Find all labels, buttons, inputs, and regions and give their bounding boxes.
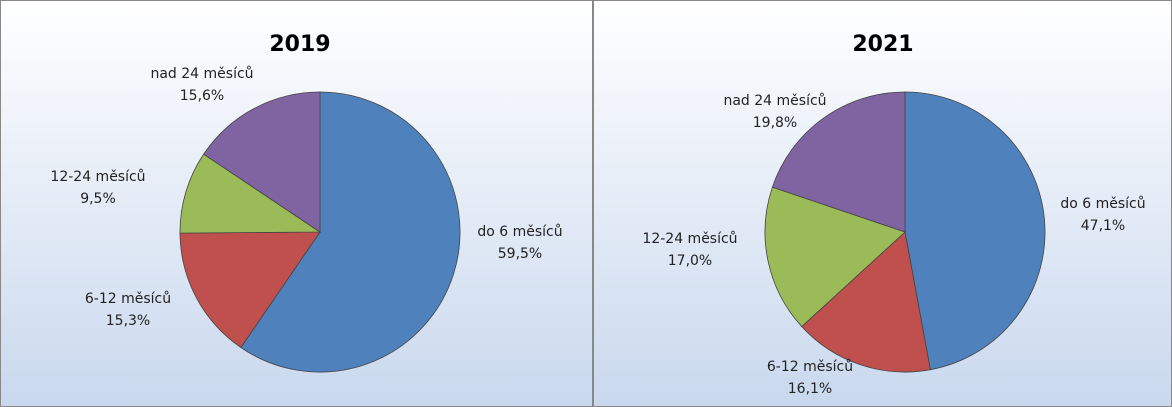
pie-slice xyxy=(179,231,321,349)
slice-label: nad 24 měsíců xyxy=(723,93,826,109)
pie-slice xyxy=(904,91,1046,371)
slice-value-label: 9,5% xyxy=(80,191,116,207)
pie-slice xyxy=(203,91,321,233)
slice-value-label: 19,8% xyxy=(753,115,797,131)
slice-label: nad 24 měsíců xyxy=(150,66,253,82)
pie-slice xyxy=(771,91,906,233)
slice-value-label: 47,1% xyxy=(1081,218,1125,234)
slice-value-label: 17,0% xyxy=(668,253,712,269)
slice-label: 12-24 měsíců xyxy=(50,169,145,185)
slice-value-label: 59,5% xyxy=(498,246,542,262)
pie-slice xyxy=(179,153,322,234)
slice-label: do 6 měsíců xyxy=(1060,196,1145,212)
pie-slice xyxy=(764,186,906,328)
slice-label: do 6 měsíců xyxy=(477,224,562,240)
slice-value-label: 15,3% xyxy=(106,313,150,329)
slice-value-label: 16,1% xyxy=(788,381,832,397)
chart-title: 2019 xyxy=(269,32,330,57)
slice-value-label: 15,6% xyxy=(180,88,224,104)
slice-label: 12-24 měsíců xyxy=(642,231,737,247)
pie-slice xyxy=(801,231,931,373)
slice-label: 6-12 měsíců xyxy=(85,291,171,307)
pie-slice xyxy=(240,91,461,373)
chart-title: 2021 xyxy=(852,32,913,57)
slice-label: 6-12 měsíců xyxy=(767,359,853,375)
